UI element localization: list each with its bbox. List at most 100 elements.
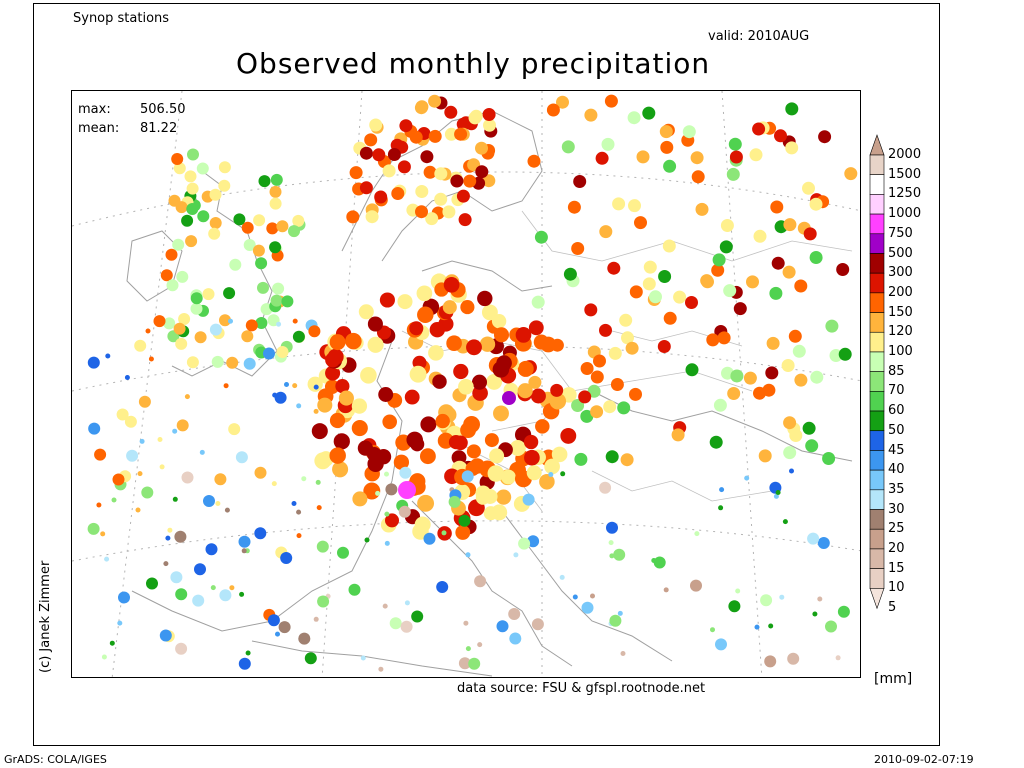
station-marker	[338, 390, 354, 406]
station-marker	[223, 383, 229, 389]
station-marker	[135, 507, 141, 513]
station-marker	[760, 594, 773, 607]
station-marker	[472, 385, 488, 401]
station-marker	[100, 531, 106, 537]
station-marker	[628, 199, 641, 213]
station-marker	[785, 102, 799, 116]
station-marker	[590, 593, 595, 599]
station-marker	[496, 355, 512, 371]
station-marker	[785, 141, 799, 155]
station-marker	[419, 448, 436, 465]
colorbar-tick-label: 25	[888, 521, 905, 537]
station-marker	[258, 175, 271, 188]
station-marker	[809, 197, 823, 211]
station-marker	[187, 148, 199, 161]
station-marker	[112, 473, 125, 486]
page-title: Observed monthly precipitation	[236, 47, 711, 80]
colorbar-tick-label: 750	[888, 225, 913, 241]
station-marker	[465, 552, 471, 558]
station-marker	[415, 205, 428, 219]
station-marker	[270, 173, 283, 186]
station-marker	[378, 666, 384, 672]
station-marker	[509, 439, 526, 457]
station-marker	[572, 594, 578, 600]
colorbar-tick-label: 45	[888, 442, 905, 458]
station-marker	[663, 159, 677, 173]
station-marker	[685, 363, 699, 377]
station-marker	[228, 423, 241, 436]
station-marker	[168, 194, 181, 207]
colorbar-tick-label: 150	[888, 304, 913, 320]
station-marker	[243, 357, 256, 370]
station-marker	[434, 192, 448, 206]
station-marker	[163, 317, 176, 330]
station-marker	[387, 148, 401, 161]
station-marker	[215, 501, 221, 506]
colorbar-tick-label: 2000	[888, 147, 922, 162]
station-marker	[166, 279, 179, 292]
station-marker	[208, 227, 221, 240]
station-marker	[574, 452, 588, 466]
station-marker	[291, 501, 297, 506]
station-marker	[718, 505, 724, 511]
station-marker	[486, 373, 503, 390]
max-station-purple	[502, 391, 516, 405]
colorbar-tick-label: 5	[888, 600, 897, 616]
station-marker	[186, 182, 199, 195]
station-marker	[441, 530, 447, 536]
station-marker	[517, 360, 534, 377]
station-marker	[599, 481, 612, 494]
station-marker	[601, 137, 615, 151]
station-marker	[450, 174, 464, 188]
station-marker	[209, 323, 222, 336]
station-marker	[218, 161, 231, 174]
station-marker	[531, 618, 544, 631]
station-marker	[712, 253, 726, 267]
station-marker	[296, 509, 302, 515]
station-marker	[636, 150, 650, 164]
station-marker	[733, 302, 747, 316]
station-marker	[567, 200, 581, 214]
station-marker	[792, 344, 806, 358]
station-marker	[729, 150, 743, 164]
station-marker	[613, 548, 626, 561]
station-marker	[414, 516, 431, 533]
station-marker	[528, 375, 542, 389]
station-marker	[753, 229, 767, 243]
station-marker	[695, 202, 709, 216]
station-marker	[389, 617, 402, 630]
station-marker	[559, 574, 565, 580]
colorbar-segment	[869, 292, 885, 313]
station-marker	[509, 632, 522, 645]
station-marker	[789, 468, 794, 474]
colorbar-tick-label: 30	[888, 501, 905, 517]
station-marker	[612, 197, 626, 211]
station-marker	[610, 378, 624, 391]
station-marker	[549, 392, 567, 410]
station-marker	[758, 449, 772, 463]
station-marker	[317, 595, 330, 608]
station-marker	[226, 356, 239, 369]
station-marker	[663, 587, 669, 593]
station-marker	[365, 210, 379, 224]
station-marker	[563, 267, 577, 281]
station-marker	[835, 655, 841, 661]
station-marker	[203, 495, 215, 507]
station-marker	[167, 527, 173, 533]
station-marker	[284, 382, 289, 387]
station-marker	[475, 165, 489, 179]
station-marker	[96, 502, 102, 508]
station-marker	[807, 532, 820, 545]
colorbar-segment	[869, 351, 885, 372]
station-marker	[253, 214, 266, 227]
header-left-label: Synop stations	[73, 11, 170, 26]
station-marker	[561, 140, 575, 154]
station-marker	[116, 408, 129, 421]
station-marker	[346, 210, 360, 224]
station-marker	[417, 494, 435, 512]
station-marker	[620, 651, 626, 656]
station-marker	[762, 383, 776, 397]
colorbar-tick-label: 500	[888, 245, 913, 261]
station-marker	[138, 395, 151, 408]
station-marker	[749, 148, 763, 162]
